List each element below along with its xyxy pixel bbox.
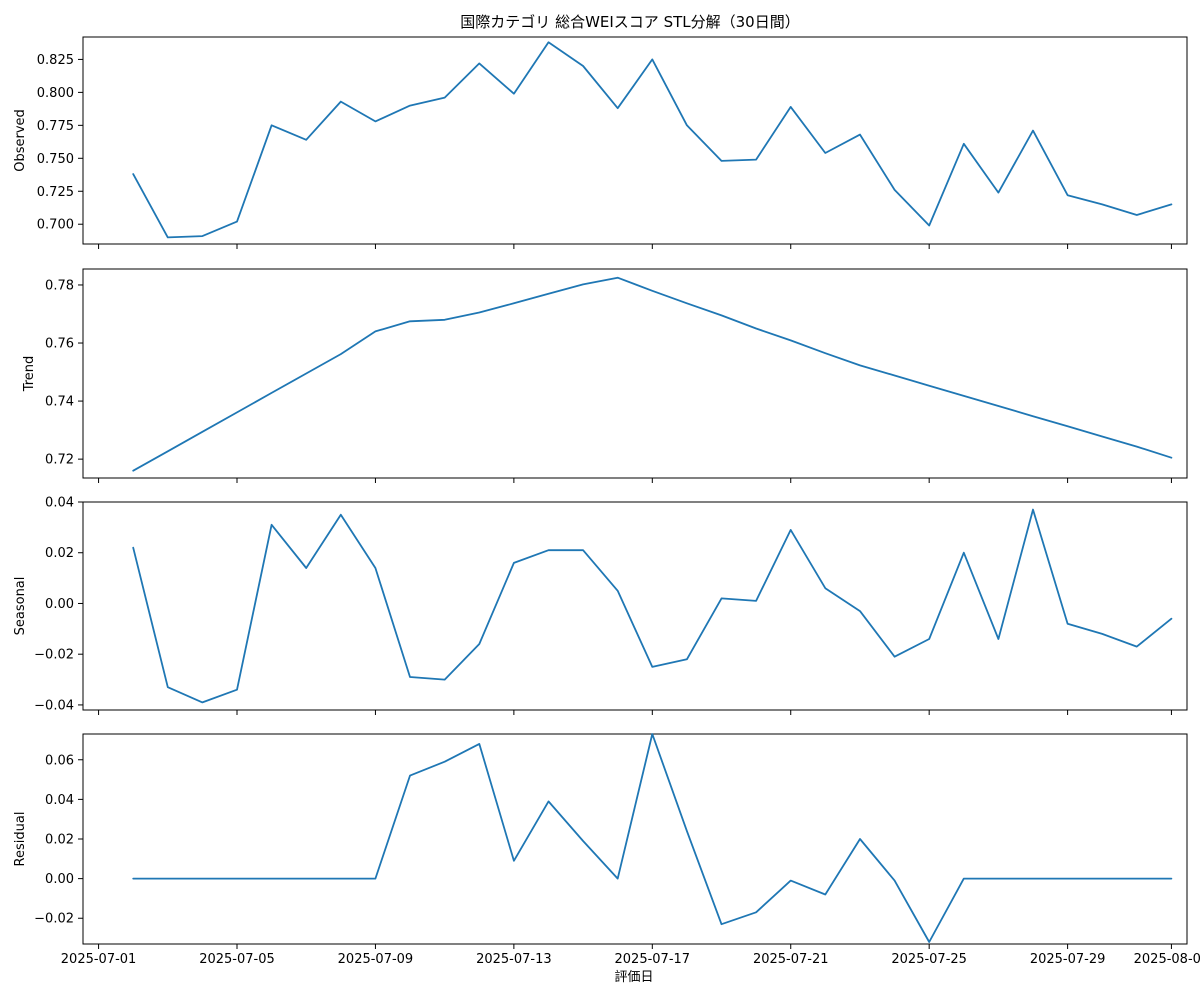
series-line-residual	[132, 733, 1173, 943]
y-tick-label: 0.725	[37, 185, 74, 200]
y-tick-label: 0.02	[45, 833, 74, 848]
y-tick-label: 0.04	[45, 793, 74, 808]
y-tick-label: 0.825	[37, 53, 74, 68]
plot-frame	[82, 36, 1188, 245]
panel-trend: 0.72 0.74 0.76 0.78 Trend	[22, 268, 1188, 483]
y-tick-label: 0.06	[45, 753, 74, 768]
y-axis-label: Residual	[13, 812, 28, 867]
y-tick-label: 0.700	[37, 218, 74, 233]
y-tick-label: 0.72	[45, 453, 74, 468]
series-line-seasonal	[132, 508, 1173, 704]
x-axis-label: 評価日	[614, 970, 653, 985]
x-tick-label: 2025-07-13	[476, 952, 552, 967]
y-tick-label: 0.78	[45, 278, 74, 293]
y-tick-label: 0.800	[37, 86, 74, 101]
y-tick-label: 0.00	[45, 597, 74, 612]
plot-frame	[82, 501, 1188, 711]
series-line-observed	[132, 41, 1173, 239]
panel-observed: 0.700 0.725 0.750 0.775 0.800 0.825 Observed	[13, 36, 1188, 249]
y-tick-label: −0.02	[34, 648, 74, 663]
panels-group: 0.7000.7250.7500.7750.8000.825Observed0.…	[13, 36, 1200, 967]
x-tick-label: 2025-07-17	[615, 952, 691, 967]
y-tick-label: −0.04	[34, 698, 74, 713]
y-tick-label: 0.750	[37, 152, 74, 167]
y-tick-label: 0.02	[45, 546, 74, 561]
figure-title: 国際カテゴリ 総合WEIスコア STL分解（30日間）	[460, 13, 799, 31]
x-tick-label: 2025-07-01	[61, 952, 137, 967]
x-tick-label: 2025-07-05	[199, 952, 275, 967]
plot-frame	[82, 733, 1188, 945]
y-axis-label: Observed	[13, 109, 28, 172]
plot-frame	[82, 268, 1188, 479]
y-tick-label: 0.76	[45, 337, 74, 352]
x-tick-label: 2025-07-21	[753, 952, 829, 967]
y-tick-label: 0.775	[37, 119, 74, 134]
y-tick-label: 0.74	[45, 395, 74, 410]
x-tick-label: 2025-07-25	[891, 952, 967, 967]
x-tick-label: 2025-07-09	[338, 952, 414, 967]
y-tick-label: −0.02	[34, 912, 74, 927]
y-axis-label: Seasonal	[13, 577, 28, 636]
y-axis-label: Trend	[22, 356, 37, 393]
panel-residual: −0.02 0.00 0.02 0.04 0.06 Residual 2025-07-01 2…	[13, 733, 1200, 967]
y-tick-label: 0.04	[45, 496, 74, 511]
panel-seasonal: −0.04 −0.02 0.00 0.02 0.04 Seasonal	[13, 496, 1188, 715]
y-tick-label: 0.00	[45, 872, 74, 887]
x-tick-label: 2025-07-29	[1030, 952, 1106, 967]
x-tick-label: 2025-08-01	[1134, 952, 1200, 967]
series-line-trend	[132, 276, 1173, 472]
